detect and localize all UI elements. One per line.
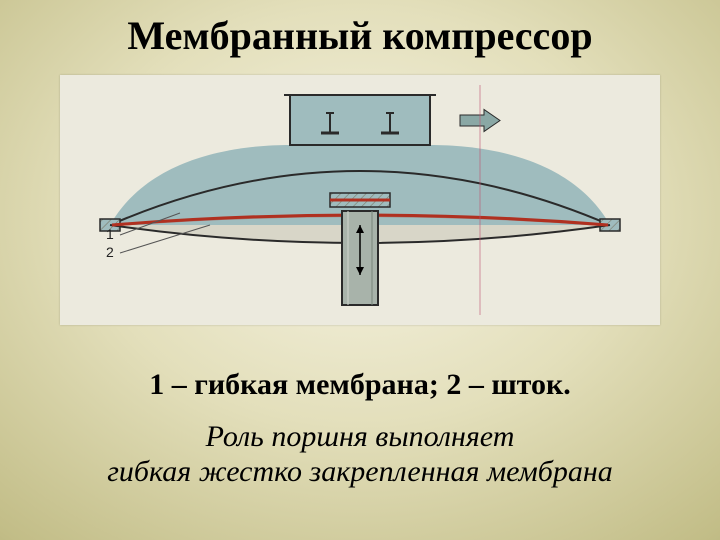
diagram-label-2: 2: [106, 244, 114, 260]
description-line1: Роль поршня выполняет: [206, 420, 515, 453]
slide: Мембранный компрессор 12 1 – гибкая мемб…: [0, 0, 720, 540]
legend-text: 1 – гибкая мембрана; 2 – шток.: [0, 368, 720, 402]
compressor-diagram: 12: [60, 75, 660, 325]
slide-title: Мембранный компрессор: [0, 12, 720, 59]
description-line2: гибкая жестко закрепленная мембрана: [107, 455, 613, 488]
diagram-figure: 12: [60, 75, 660, 325]
diagram-label-1: 1: [106, 226, 114, 242]
description: Роль поршня выполняет гибкая жестко закр…: [0, 420, 720, 489]
